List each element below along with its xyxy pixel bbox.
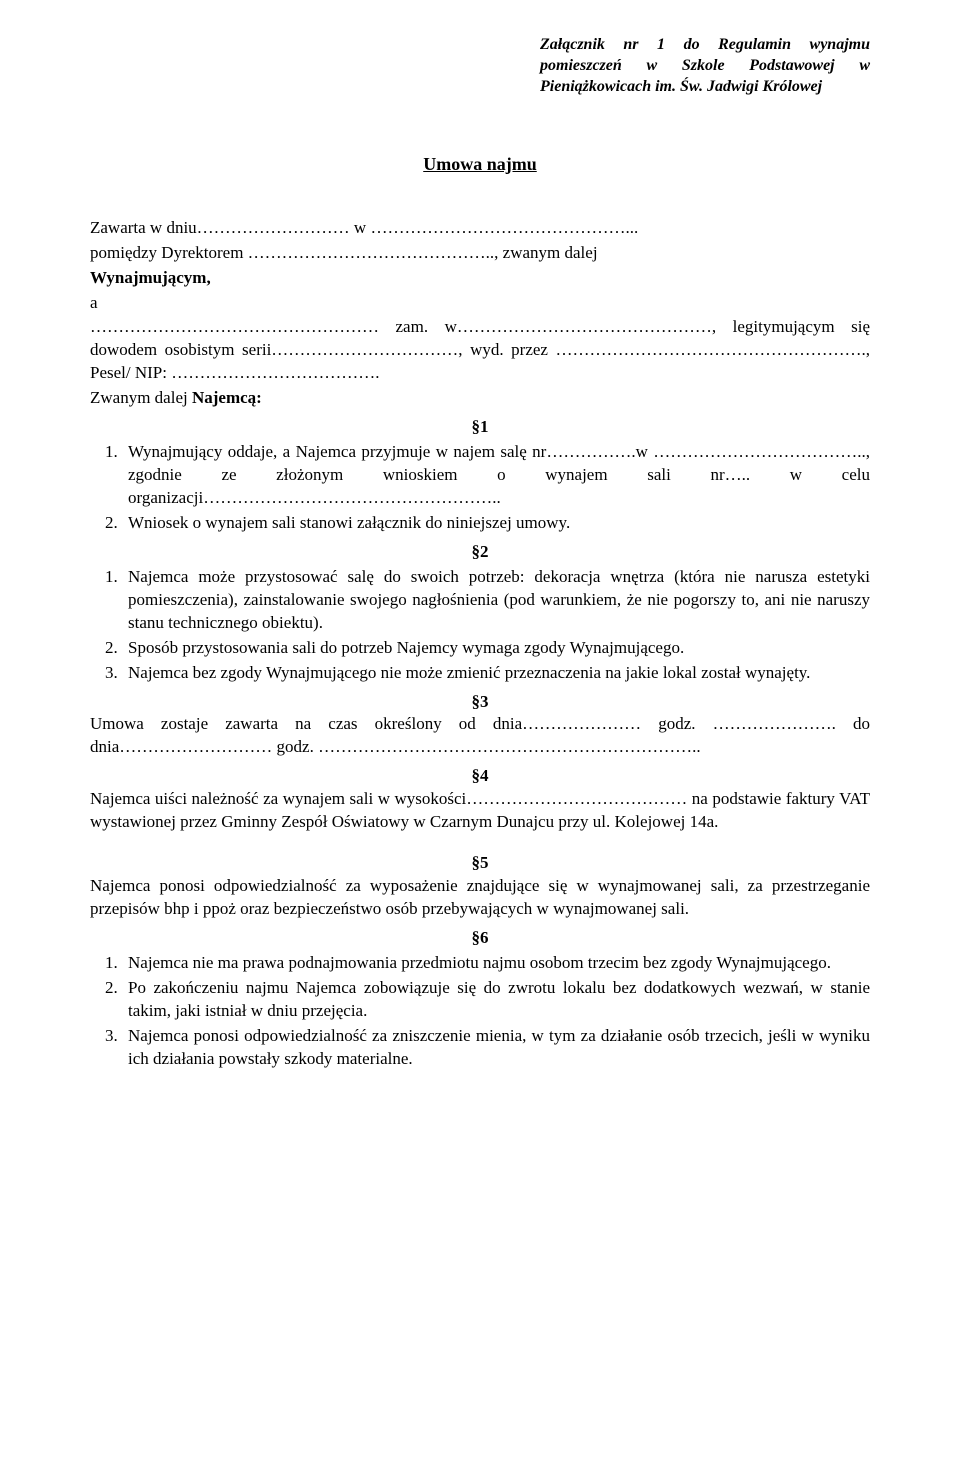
intro-line-2a: pomiędzy Dyrektorem …………………………………….., zw… — [90, 243, 598, 262]
section-4-number: §4 — [90, 765, 870, 788]
wynajmujacy-label: Wynajmującym, — [90, 268, 211, 287]
section-6-item-1: Najemca nie ma prawa podnajmowania przed… — [122, 952, 870, 975]
intro-line-4: …………………………………………… zam. w………………………………………,… — [90, 316, 870, 385]
section-4-para: Najemca uiści należność za wynajem sali … — [90, 788, 870, 834]
section-2-item-3: Najemca bez zgody Wynajmującego nie może… — [122, 662, 870, 685]
section-6-item-3: Najemca ponosi odpowiedzialność za znisz… — [122, 1025, 870, 1071]
section-3-number: §3 — [90, 691, 870, 714]
section-2-item-1: Najemca może przystosować salę do swoich… — [122, 566, 870, 635]
document-title: Umowa najmu — [90, 152, 870, 176]
section-2-list: Najemca może przystosować salę do swoich… — [90, 566, 870, 685]
section-2-number: §2 — [90, 541, 870, 564]
intro-line-3: a — [90, 292, 870, 315]
section-1-list: Wynajmujący oddaje, a Najemca przyjmuje … — [90, 441, 870, 535]
section-2-item-2: Sposób przystosowania sali do potrzeb Na… — [122, 637, 870, 660]
section-3-para: Umowa zostaje zawarta na czas określony … — [90, 713, 870, 759]
intro-line-2: pomiędzy Dyrektorem …………………………………….., zw… — [90, 242, 870, 265]
intro-line-1: Zawarta w dniu……………………… w ……………………………………… — [90, 217, 870, 240]
najemca-label: Najemcą: — [192, 388, 262, 407]
section-6-list: Najemca nie ma prawa podnajmowania przed… — [90, 952, 870, 1071]
document-page: Załącznik nr 1 do Regulamin wynajmu pomi… — [0, 0, 960, 1480]
section-6-item-2: Po zakończeniu najmu Najemca zobowiązuje… — [122, 977, 870, 1023]
section-1-number: §1 — [90, 416, 870, 439]
section-1-item-1: Wynajmujący oddaje, a Najemca przyjmuje … — [122, 441, 870, 510]
intro-line-5: Zwanym dalej Najemcą: — [90, 387, 870, 410]
section-6-number: §6 — [90, 927, 870, 950]
section-5-para: Najemca ponosi odpowiedzialność za wypos… — [90, 875, 870, 921]
section-5-number: §5 — [90, 852, 870, 875]
intro-line-5a: Zwanym dalej — [90, 388, 192, 407]
intro-line-2b: Wynajmującym, — [90, 267, 870, 290]
section-1-item-2: Wniosek o wynajem sali stanowi załącznik… — [122, 512, 870, 535]
attachment-header: Załącznik nr 1 do Regulamin wynajmu pomi… — [540, 35, 870, 97]
